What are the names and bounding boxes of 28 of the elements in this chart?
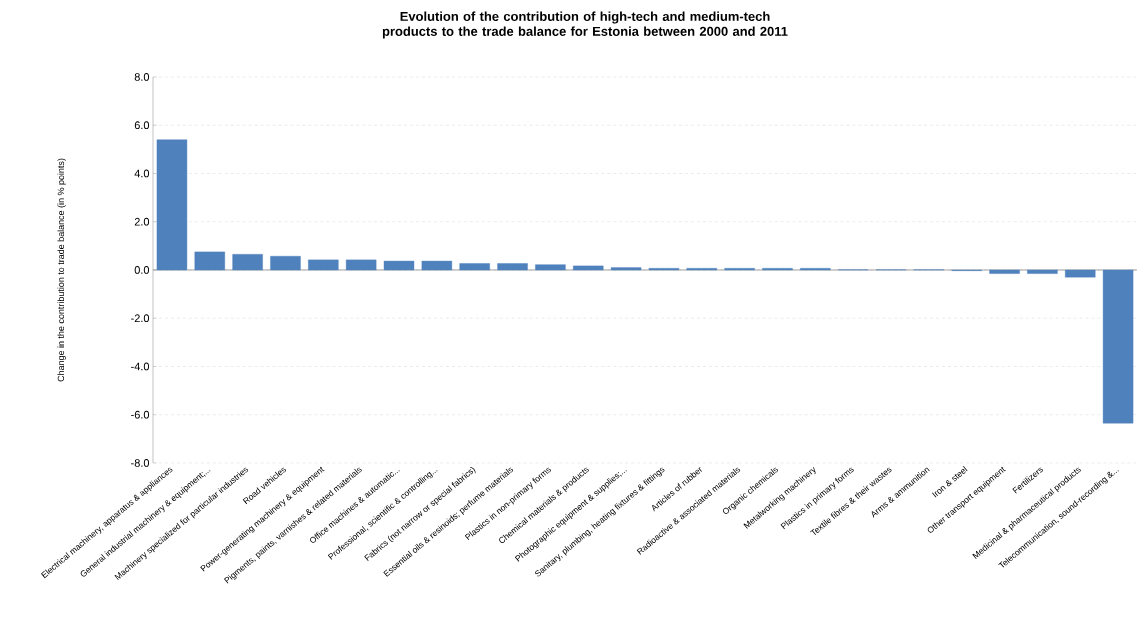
bar [497, 263, 528, 271]
bar [194, 251, 225, 271]
bar [573, 265, 604, 271]
bar [1102, 269, 1134, 424]
y-tick-label: 6.0 [134, 121, 150, 130]
bar [610, 267, 642, 271]
bar [383, 260, 415, 271]
y-tick-label: 0.0 [134, 266, 150, 274]
y-axis-title: Change in the contribution to trade balance (in % points) [57, 158, 66, 382]
bar [270, 256, 301, 271]
y-tick-label: 8.0 [134, 73, 150, 81]
bar [1027, 269, 1058, 274]
y-tick-label: 4.0 [134, 169, 150, 178]
y-tick-label: -2.0 [131, 314, 150, 323]
bar [308, 259, 339, 271]
bar [989, 269, 1020, 274]
y-tick-label: 2.0 [134, 217, 150, 226]
bar [345, 259, 377, 271]
bar [156, 139, 188, 271]
y-tick-label: -4.0 [131, 362, 150, 371]
chart-title: Evolution of the contribution of high-tech and medium-tech products to the trade balance for Estonia between 2000 and 2011 [382, 11, 788, 39]
y-tick-label: -6.0 [131, 410, 150, 419]
bar [421, 260, 453, 271]
bar [1065, 269, 1096, 278]
bar [459, 263, 490, 271]
bar [232, 254, 263, 271]
bar [535, 264, 566, 271]
y-tick-label: -8.0 [131, 459, 150, 467]
